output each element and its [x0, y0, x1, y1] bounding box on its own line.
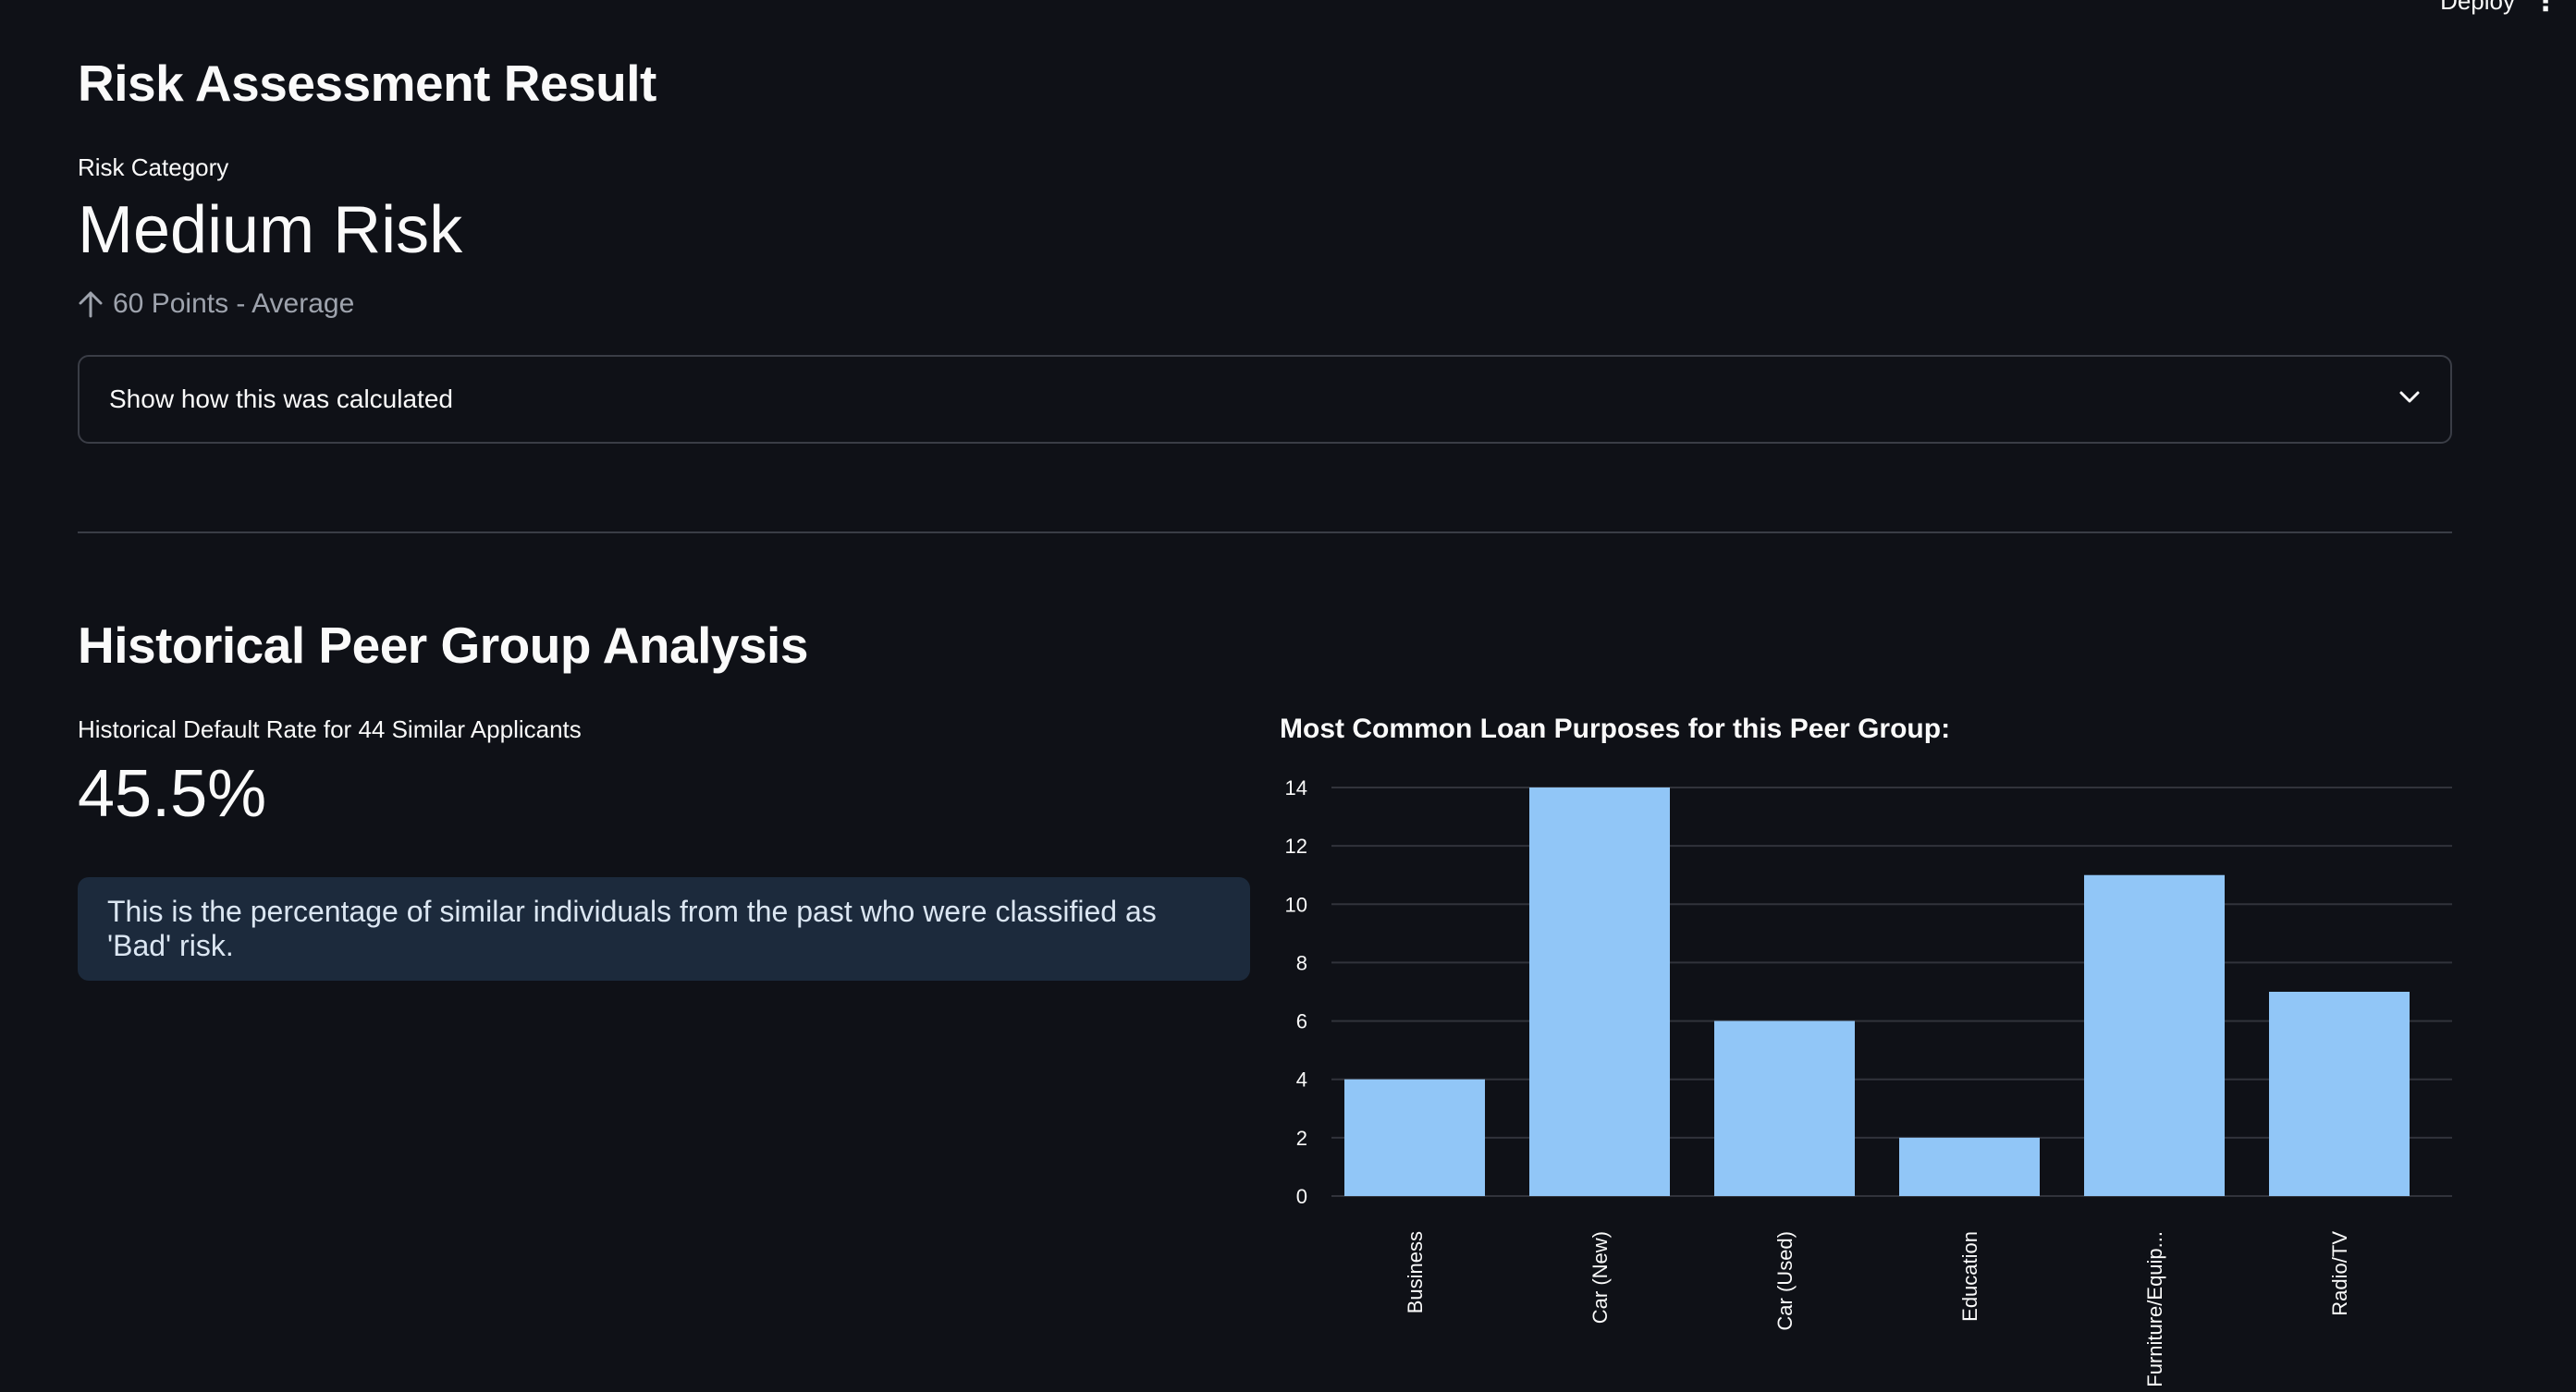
section-divider	[78, 531, 2452, 533]
y-tick-label: 6	[1296, 1010, 1307, 1033]
y-tick-label: 0	[1296, 1185, 1307, 1208]
y-tick-label: 12	[1285, 835, 1307, 858]
loan-purpose-bar-chart: 0 2 4 6 8 10 12 14 Business Car (New) Car (Used) Ed…	[1285, 776, 2452, 1387]
x-tick-label: Car (New)	[1589, 1231, 1612, 1324]
risk-delta-text: 60 Points - Average	[113, 288, 355, 319]
default-rate-value: 45.5%	[78, 757, 267, 831]
bar-business	[1344, 1079, 1485, 1196]
x-tick-label: Car (Used)	[1773, 1231, 1797, 1331]
bar-car-new	[1529, 788, 1670, 1196]
y-tick-label: 10	[1285, 893, 1307, 916]
y-tick-label: 8	[1296, 951, 1307, 974]
deploy-button[interactable]: Deploy	[2440, 0, 2515, 15]
risk-category-label: Risk Category	[78, 153, 229, 181]
bar-furniture-equip	[2084, 874, 2225, 1196]
expander-label: Show how this was calculated	[109, 385, 453, 413]
chart-title: Most Common Loan Purposes for this Peer …	[1280, 714, 1951, 744]
y-tick-label: 14	[1285, 776, 1307, 800]
y-tick-label: 4	[1296, 1068, 1307, 1092]
arrow-up-icon	[78, 290, 104, 318]
peer-section-title: Historical Peer Group Analysis	[78, 617, 808, 674]
bar-education	[1899, 1137, 2040, 1196]
x-tick-label: Radio/TV	[2328, 1231, 2351, 1316]
x-tick-label: Education	[1958, 1231, 1981, 1322]
bar-radio-tv	[2269, 992, 2410, 1196]
kebab-menu-icon[interactable]: ⋮	[2532, 0, 2559, 17]
x-tick-label: Furniture/Equip...	[2143, 1231, 2166, 1387]
info-box: This is the percentage of similar indivi…	[78, 877, 1250, 981]
risk-section-title: Risk Assessment Result	[78, 55, 656, 112]
calculation-expander[interactable]: Show how this was calculated	[78, 355, 2452, 444]
chevron-down-icon[interactable]	[2398, 390, 2421, 409]
risk-delta: 60 Points - Average	[78, 288, 354, 320]
bar-car-used	[1714, 1020, 1855, 1196]
y-tick-label: 2	[1296, 1127, 1307, 1150]
default-rate-label: Historical Default Rate for 44 Similar A…	[78, 715, 582, 743]
risk-category-value: Medium Risk	[78, 193, 463, 267]
x-tick-label: Business	[1404, 1231, 1427, 1313]
info-text: This is the percentage of similar indivi…	[107, 895, 1157, 962]
